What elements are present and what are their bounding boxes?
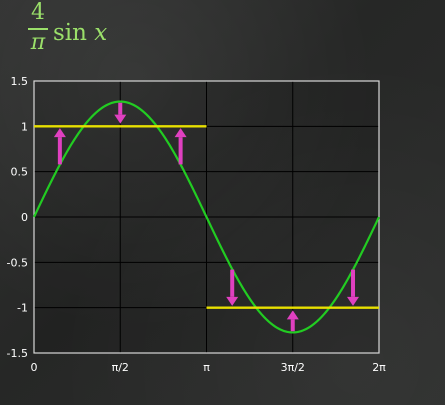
y-tick-label: 1	[21, 120, 28, 133]
arrow-head	[347, 296, 359, 306]
sine-curve	[33, 100, 380, 334]
correction-arrow	[347, 269, 359, 306]
tick-labels-layer: 1.510.50-0.5-1-1.50 π/2 π 3π/2 2π	[7, 75, 387, 374]
formula-function: sin x	[53, 22, 107, 45]
function-variable: x	[94, 20, 108, 46]
arrow-head	[53, 128, 66, 138]
function-name: sin	[53, 20, 87, 46]
fraction-denominator: π	[30, 30, 46, 55]
x-tick-label: 2π	[372, 361, 386, 374]
correction-arrow	[226, 269, 239, 306]
y-tick-label: 0.5	[11, 166, 29, 179]
fraction: 4 π	[27, 2, 49, 54]
x-tick-label: π/2	[112, 361, 129, 374]
fraction-numerator: 4	[31, 0, 45, 25]
correction-arrow	[174, 128, 187, 165]
x-tick-label: π	[203, 361, 210, 374]
y-tick-label: -1.5	[7, 347, 28, 360]
correction-arrow	[114, 102, 127, 124]
correction-arrow	[286, 310, 299, 332]
x-tick-label: 0	[31, 361, 38, 374]
y-tick-label: -1	[17, 302, 28, 315]
arrow-layer	[53, 102, 359, 332]
arrow-head	[114, 114, 127, 124]
arrow-head	[286, 310, 299, 320]
x-tick-label: 3π/2	[281, 361, 305, 374]
arrow-head	[226, 296, 239, 306]
fraction-bar	[28, 28, 48, 30]
y-tick-label: 0	[21, 211, 28, 224]
arrow-head	[174, 128, 187, 138]
correction-arrow	[53, 128, 66, 165]
y-tick-label: 1.5	[11, 75, 29, 88]
y-tick-label: -0.5	[7, 256, 28, 269]
series-layer	[33, 100, 380, 334]
